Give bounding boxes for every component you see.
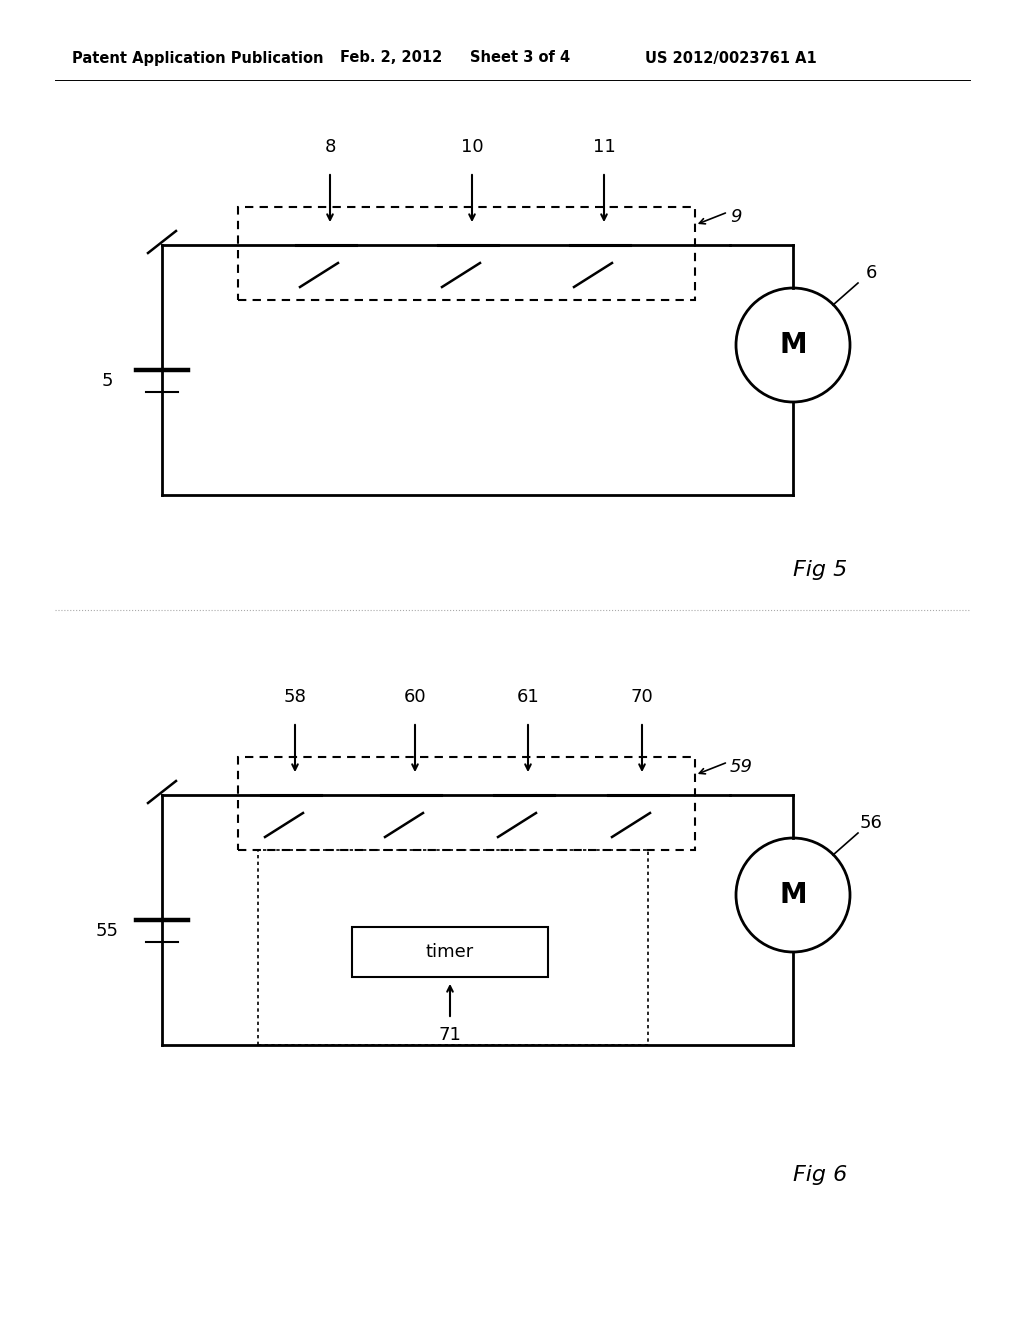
Text: 71: 71 (438, 1026, 462, 1044)
Text: 56: 56 (859, 814, 883, 832)
Text: M: M (779, 880, 807, 909)
Text: Feb. 2, 2012: Feb. 2, 2012 (340, 50, 442, 66)
Bar (352, 927, 548, 977)
Text: 58: 58 (284, 688, 306, 706)
Text: 59: 59 (730, 758, 753, 776)
Text: Fig 5: Fig 5 (793, 560, 847, 579)
Text: 11: 11 (593, 139, 615, 156)
Text: 70: 70 (631, 688, 653, 706)
Text: 10: 10 (461, 139, 483, 156)
Text: 6: 6 (865, 264, 877, 282)
Text: 60: 60 (403, 688, 426, 706)
Bar (238, 756, 695, 850)
Text: Patent Application Publication: Patent Application Publication (72, 50, 324, 66)
Text: Sheet 3 of 4: Sheet 3 of 4 (470, 50, 570, 66)
Bar (258, 850, 648, 1045)
Text: 8: 8 (325, 139, 336, 156)
Text: US 2012/0023761 A1: US 2012/0023761 A1 (645, 50, 817, 66)
Text: 61: 61 (517, 688, 540, 706)
Text: Fig 6: Fig 6 (793, 1166, 847, 1185)
Bar (238, 207, 695, 300)
Text: 5: 5 (101, 372, 113, 389)
Text: 55: 55 (95, 921, 119, 940)
Text: 9: 9 (730, 209, 741, 226)
Text: M: M (779, 331, 807, 359)
Text: timer: timer (426, 942, 474, 961)
